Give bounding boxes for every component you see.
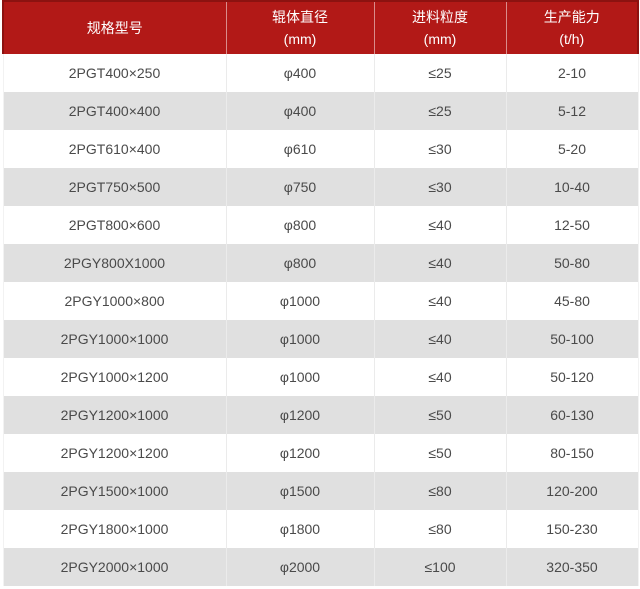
table-row: 2PGT610×400 φ610 ≤30 5-20 (2, 130, 639, 168)
cell-roller-diameter: φ1000 (226, 358, 375, 396)
cell-spec-model: 2PGT800×600 (2, 206, 227, 244)
cell-spec-model: 2PGY1000×1200 (2, 358, 227, 396)
cell-capacity: 50-80 (506, 244, 639, 282)
table-header-row: 规格型号 辊体直径 (mm) 进料粒度 (mm) 生产能力 (t/h) (2, 0, 639, 54)
cell-feed-size: ≤100 (374, 548, 507, 586)
table-row: 2PGY1800×1000 φ1800 ≤80 150-230 (2, 510, 639, 548)
cell-spec-model: 2PGY1000×800 (2, 282, 227, 320)
header-cell-capacity: 生产能力 (t/h) (506, 0, 639, 54)
header-cell-roller-diameter: 辊体直径 (mm) (226, 0, 375, 54)
cell-feed-size: ≤25 (374, 54, 507, 92)
cell-roller-diameter: φ1000 (226, 282, 375, 320)
table-row: 2PGY2000×1000 φ2000 ≤100 320-350 (2, 548, 639, 586)
cell-spec-model: 2PGT400×400 (2, 92, 227, 130)
cell-spec-model: 2PGT610×400 (2, 130, 227, 168)
table-row: 2PGY1000×800 φ1000 ≤40 45-80 (2, 282, 639, 320)
header-title: 规格型号 (86, 20, 143, 36)
cell-capacity: 320-350 (506, 548, 639, 586)
cell-feed-size: ≤80 (374, 510, 507, 548)
cell-capacity: 60-130 (506, 396, 639, 434)
cell-spec-model: 2PGY1000×1000 (2, 320, 227, 358)
table-body: 2PGT400×250 φ400 ≤25 2-10 2PGT400×400 φ4… (2, 54, 639, 586)
cell-roller-diameter: φ1500 (226, 472, 375, 510)
table-row: 2PGY1200×1200 φ1200 ≤50 80-150 (2, 434, 639, 472)
cell-feed-size: ≤40 (374, 282, 507, 320)
cell-capacity: 150-230 (506, 510, 639, 548)
table-row: 2PGT750×500 φ750 ≤30 10-40 (2, 168, 639, 206)
cell-capacity: 10-40 (506, 168, 639, 206)
cell-capacity: 45-80 (506, 282, 639, 320)
cell-spec-model: 2PGY2000×1000 (2, 548, 227, 586)
cell-feed-size: ≤50 (374, 396, 507, 434)
cell-spec-model: 2PGY1500×1000 (2, 472, 227, 510)
cell-feed-size: ≤40 (374, 320, 507, 358)
header-title: 辊体直径 (272, 9, 328, 25)
header-unit: (t/h) (559, 31, 585, 47)
cell-spec-model: 2PGY1800×1000 (2, 510, 227, 548)
cell-feed-size: ≤50 (374, 434, 507, 472)
cell-roller-diameter: φ800 (226, 206, 375, 244)
header-unit: (mm) (423, 31, 457, 47)
cell-spec-model: 2PGY800X1000 (2, 244, 227, 282)
cell-feed-size: ≤40 (374, 244, 507, 282)
cell-spec-model: 2PGY1200×1200 (2, 434, 227, 472)
cell-roller-diameter: φ1800 (226, 510, 375, 548)
cell-capacity: 80-150 (506, 434, 639, 472)
cell-capacity: 2-10 (506, 54, 639, 92)
cell-roller-diameter: φ800 (226, 244, 375, 282)
cell-roller-diameter: φ1200 (226, 396, 375, 434)
cell-roller-diameter: φ2000 (226, 548, 375, 586)
table-row: 2PGY1000×1200 φ1000 ≤40 50-120 (2, 358, 639, 396)
cell-roller-diameter: φ400 (226, 92, 375, 130)
table-row: 2PGT400×400 φ400 ≤25 5-12 (2, 92, 639, 130)
cell-roller-diameter: φ610 (226, 130, 375, 168)
table-row: 2PGY1200×1000 φ1200 ≤50 60-130 (2, 396, 639, 434)
header-cell-spec-model: 规格型号 (2, 0, 227, 54)
header-title: 生产能力 (543, 9, 600, 25)
cell-spec-model: 2PGT400×250 (2, 54, 227, 92)
header-cell-feed-size: 进料粒度 (mm) (374, 0, 507, 54)
cell-roller-diameter: φ1200 (226, 434, 375, 472)
cell-feed-size: ≤40 (374, 206, 507, 244)
table-row: 2PGT800×600 φ800 ≤40 12-50 (2, 206, 639, 244)
cell-capacity: 50-100 (506, 320, 639, 358)
table-row: 2PGY1500×1000 φ1500 ≤80 120-200 (2, 472, 639, 510)
header-title: 进料粒度 (412, 9, 468, 25)
table-row: 2PGY800X1000 φ800 ≤40 50-80 (2, 244, 639, 282)
cell-feed-size: ≤30 (374, 130, 507, 168)
cell-spec-model: 2PGT750×500 (2, 168, 227, 206)
cell-capacity: 5-20 (506, 130, 639, 168)
cell-roller-diameter: φ1000 (226, 320, 375, 358)
table-row: 2PGY1000×1000 φ1000 ≤40 50-100 (2, 320, 639, 358)
cell-capacity: 120-200 (506, 472, 639, 510)
cell-capacity: 5-12 (506, 92, 639, 130)
cell-feed-size: ≤25 (374, 92, 507, 130)
cell-roller-diameter: φ750 (226, 168, 375, 206)
cell-capacity: 50-120 (506, 358, 639, 396)
table-row: 2PGT400×250 φ400 ≤25 2-10 (2, 54, 639, 92)
header-unit: (mm) (283, 31, 317, 47)
cell-roller-diameter: φ400 (226, 54, 375, 92)
cell-capacity: 12-50 (506, 206, 639, 244)
cell-spec-model: 2PGY1200×1000 (2, 396, 227, 434)
cell-feed-size: ≤40 (374, 358, 507, 396)
cell-feed-size: ≤80 (374, 472, 507, 510)
cell-feed-size: ≤30 (374, 168, 507, 206)
